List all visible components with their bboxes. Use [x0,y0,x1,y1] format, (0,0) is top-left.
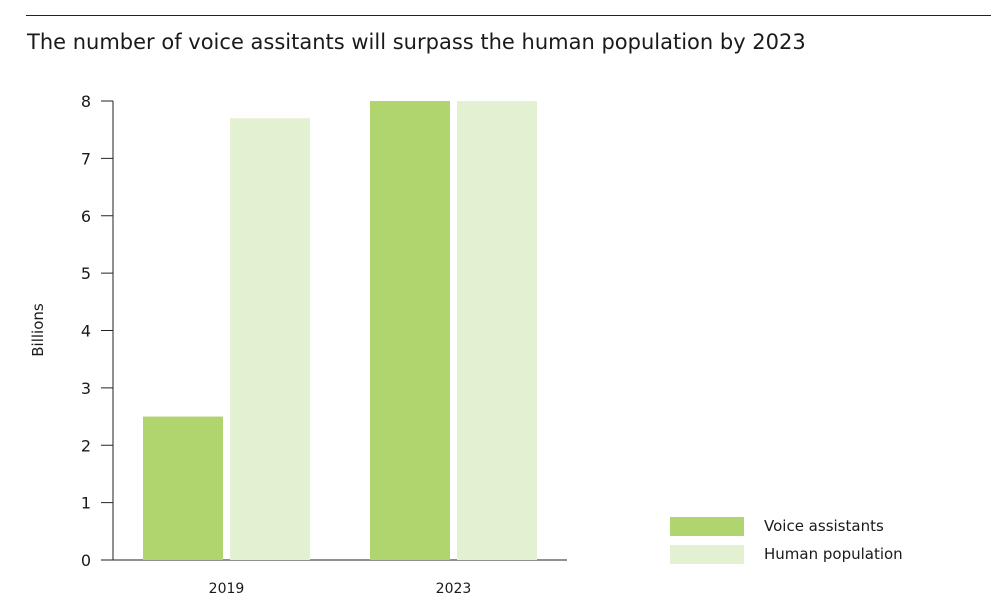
legend-item-voice-assistants: Voice assistants [670,512,903,540]
y-axis-label: Billions [29,303,47,357]
y-tick-label: 5 [81,264,91,283]
y-tick-label: 3 [81,379,91,398]
bar-human-population-2023 [457,101,537,560]
y-tick-label: 1 [81,494,91,513]
bar-voice-assistants-2019 [143,416,223,560]
chart-title: The number of voice assitants will surpa… [27,30,806,54]
y-tick-label: 2 [81,436,91,455]
legend-label-voice-assistants: Voice assistants [764,517,884,535]
x-tick-label: 2019 [209,581,245,597]
y-tick-label: 6 [81,207,91,226]
y-tick-label: 4 [81,322,91,341]
bars [143,101,537,561]
top-rule [26,15,991,16]
bar-voice-assistants-2023 [370,101,450,560]
legend-item-human-population: Human population [670,540,903,568]
legend-swatch-human-population [670,544,744,564]
legend: Voice assistants Human population [670,512,903,568]
legend-label-human-population: Human population [764,545,903,563]
x-tick-label: 2023 [436,581,472,597]
y-axis: 0 1 2 3 4 5 6 7 8 [81,92,114,570]
bar-human-population-2019 [230,118,310,561]
y-tick-label: 0 [81,551,91,570]
legend-swatch-voice-assistants [670,516,744,536]
y-tick-label: 8 [81,92,91,111]
x-axis: 2019 2023 [113,559,567,597]
y-tick-label: 7 [81,149,91,168]
